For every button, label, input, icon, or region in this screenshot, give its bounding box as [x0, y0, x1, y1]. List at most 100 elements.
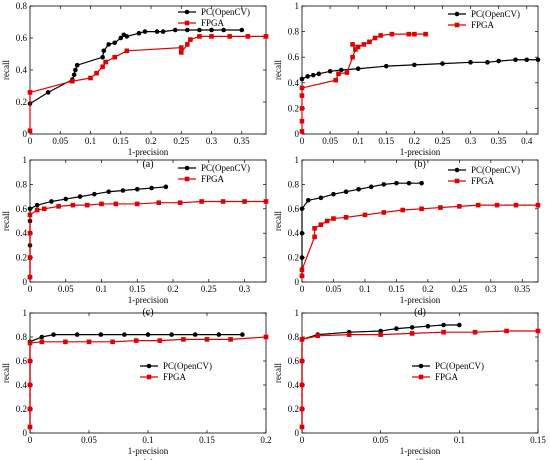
- y-tick-label: 0.6: [288, 356, 300, 366]
- y-tick-label: 0.4: [288, 380, 300, 390]
- data-point-pc-opencv: [142, 29, 148, 34]
- data-point-pc-opencv: [98, 332, 104, 337]
- x-tick-label: 0.25: [201, 284, 217, 294]
- legend-label: FPGA: [471, 20, 495, 30]
- data-point-pc-opencv: [100, 54, 105, 60]
- panel-caption: (b): [414, 159, 426, 170]
- y-tick-label: 0.6: [288, 52, 300, 62]
- data-point-fpga: [457, 204, 462, 209]
- series-line-fpga: [301, 204, 538, 276]
- data-point-fpga: [209, 34, 214, 39]
- x-tick-label: 0.05: [373, 435, 389, 445]
- x-tick-label: 0.1: [96, 284, 107, 294]
- data-point-fpga: [242, 199, 247, 204]
- series-line-pc-opencv: [29, 29, 242, 105]
- data-point-fpga: [378, 332, 383, 337]
- y-axis-label: recall: [273, 363, 283, 383]
- data-point-fpga: [299, 424, 305, 430]
- data-point-pc-opencv: [192, 332, 198, 337]
- y-tick-label: 0.4: [16, 65, 28, 75]
- data-point-fpga: [412, 31, 417, 37]
- data-point-fpga: [361, 42, 367, 47]
- data-point-pc-opencv: [106, 42, 111, 47]
- data-layer: [27, 332, 269, 430]
- data-point-fpga: [178, 45, 184, 50]
- data-point-fpga: [27, 255, 33, 260]
- y-tick-label: 1: [295, 1, 300, 11]
- data-point-pc-opencv: [513, 57, 518, 63]
- x-tick-label: 0.3: [239, 284, 251, 294]
- data-point-fpga: [263, 199, 269, 204]
- plot-frame: [29, 312, 267, 434]
- data-layer: [27, 27, 269, 134]
- data-point-pc-opencv: [221, 27, 226, 33]
- data-point-pc-opencv: [154, 29, 160, 34]
- data-point-fpga: [263, 34, 269, 39]
- data-point-pc-opencv: [216, 332, 222, 337]
- x-tick-label: 0: [28, 435, 33, 445]
- data-point-fpga: [324, 218, 330, 224]
- y-axis-label: recall: [1, 60, 11, 80]
- data-point-pc-opencv: [27, 206, 33, 212]
- data-point-pc-opencv: [39, 334, 45, 340]
- data-point-fpga: [353, 47, 358, 52]
- y-axis-label: recall: [1, 363, 11, 383]
- data-point-fpga: [204, 337, 210, 342]
- data-point-fpga: [535, 202, 541, 208]
- data-point-fpga: [27, 212, 33, 218]
- data-point-pc-opencv: [378, 328, 383, 334]
- data-point-pc-opencv: [134, 186, 140, 192]
- y-tick-label: 0.8: [16, 1, 28, 11]
- data-point-pc-opencv: [169, 332, 174, 337]
- data-point-pc-opencv: [185, 27, 190, 33]
- legend-marker: [184, 9, 190, 15]
- data-point-fpga: [299, 337, 305, 342]
- y-tick-label: 0.8: [16, 179, 28, 189]
- data-point-fpga: [419, 206, 424, 212]
- series-line-fpga: [29, 35, 266, 131]
- data-point-pc-opencv: [339, 67, 344, 73]
- x-tick-label: 0.35: [514, 284, 530, 294]
- y-tick-label: 0: [23, 428, 28, 438]
- data-point-fpga: [188, 37, 193, 42]
- data-point-fpga: [63, 339, 68, 345]
- data-point-fpga: [27, 274, 33, 280]
- y-tick-label: 1: [295, 155, 300, 165]
- data-point-fpga: [177, 200, 183, 205]
- x-axis-label: 1-precision: [128, 446, 169, 456]
- legend-marker: [184, 165, 190, 171]
- legend-marker: [146, 363, 152, 369]
- data-point-fpga: [245, 34, 251, 39]
- data-point-fpga: [27, 358, 33, 364]
- data-point-pc-opencv: [92, 191, 97, 197]
- data-point-pc-opencv: [149, 185, 154, 191]
- legend-label: FPGA: [201, 174, 225, 184]
- x-tick-label: 0.05: [322, 136, 338, 146]
- y-tick-label: 0: [295, 428, 300, 438]
- data-point-fpga: [84, 202, 90, 208]
- data-point-pc-opencv: [381, 182, 387, 187]
- x-tick-label: 0.1: [454, 435, 465, 445]
- x-tick-label: 0.1: [353, 136, 364, 146]
- data-point-pc-opencv: [51, 332, 56, 337]
- y-axis-label: recall: [273, 211, 283, 231]
- legend-label: FPGA: [201, 18, 225, 28]
- data-point-fpga: [331, 216, 336, 221]
- legend-marker: [418, 374, 424, 380]
- chart-panel-a: 0 0.05 0.1 0.15 0.2 0.25 0.3 0.35 0 0.2 0.4 0.6 0.8 1…: [1, 1, 269, 170]
- x-tick-label: 0.25: [173, 136, 189, 146]
- legend-label: PC(OpenCV): [435, 361, 484, 371]
- data-point-pc-opencv: [441, 322, 446, 328]
- panel-caption: (e): [142, 458, 153, 460]
- x-tick-label: 0.3: [206, 136, 218, 146]
- series-line-pc-opencv: [301, 59, 538, 80]
- data-point-fpga: [504, 328, 509, 334]
- data-point-pc-opencv: [305, 197, 311, 203]
- legend: PC(OpenCV)FPGA: [448, 165, 520, 186]
- series-line-pc-opencv: [29, 334, 243, 427]
- data-point-fpga: [27, 128, 33, 134]
- legend-marker: [454, 22, 460, 28]
- chart-panel-b: 0 0.05 0.1 0.15 0.2 0.25 0.3 0.35 0.4 0 0.2 0.4 0.6 0…: [273, 1, 541, 170]
- data-point-pc-opencv: [406, 180, 412, 186]
- data-point-fpga: [389, 31, 395, 37]
